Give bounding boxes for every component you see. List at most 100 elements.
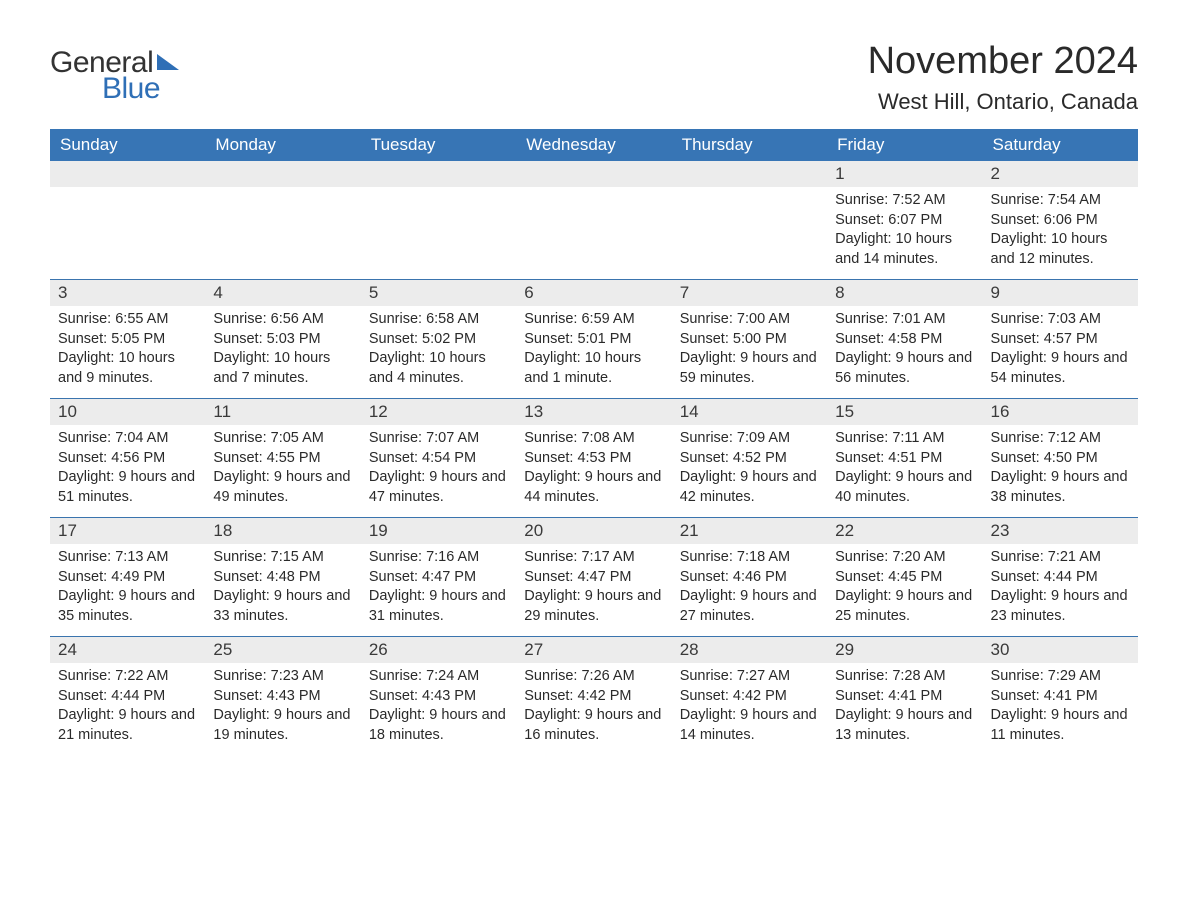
day-cell: 7Sunrise: 7:00 AMSunset: 5:00 PMDaylight… (672, 280, 827, 398)
dow-cell: Sunday (50, 129, 205, 161)
sunrise-line: Sunrise: 7:26 AM (524, 667, 663, 687)
daylight-line: Daylight: 9 hours and 59 minutes. (680, 349, 819, 388)
day-number: 18 (205, 518, 360, 544)
sunset-line: Sunset: 6:06 PM (991, 211, 1130, 231)
dow-cell: Wednesday (516, 129, 671, 161)
day-cell: 11Sunrise: 7:05 AMSunset: 4:55 PMDayligh… (205, 399, 360, 517)
day-cell (516, 161, 671, 279)
daylight-line: Daylight: 9 hours and 14 minutes. (680, 706, 819, 745)
day-number: 1 (827, 161, 982, 187)
daylight-line: Daylight: 9 hours and 44 minutes. (524, 468, 663, 507)
day-number: 22 (827, 518, 982, 544)
day-cell: 14Sunrise: 7:09 AMSunset: 4:52 PMDayligh… (672, 399, 827, 517)
day-number: 9 (983, 280, 1138, 306)
sunrise-line: Sunrise: 7:07 AM (369, 429, 508, 449)
daylight-line: Daylight: 10 hours and 12 minutes. (991, 230, 1130, 269)
day-body: Sunrise: 7:26 AMSunset: 4:42 PMDaylight:… (516, 663, 671, 753)
sunrise-line: Sunrise: 6:56 AM (213, 310, 352, 330)
day-number: 23 (983, 518, 1138, 544)
day-body: Sunrise: 7:07 AMSunset: 4:54 PMDaylight:… (361, 425, 516, 515)
day-cell: 3Sunrise: 6:55 AMSunset: 5:05 PMDaylight… (50, 280, 205, 398)
day-cell: 2Sunrise: 7:54 AMSunset: 6:06 PMDaylight… (983, 161, 1138, 279)
day-cell (50, 161, 205, 279)
sunrise-line: Sunrise: 6:59 AM (524, 310, 663, 330)
sunrise-line: Sunrise: 7:52 AM (835, 191, 974, 211)
day-number: 21 (672, 518, 827, 544)
daylight-line: Daylight: 9 hours and 13 minutes. (835, 706, 974, 745)
daylight-line: Daylight: 10 hours and 9 minutes. (58, 349, 197, 388)
day-cell: 17Sunrise: 7:13 AMSunset: 4:49 PMDayligh… (50, 518, 205, 636)
sunset-line: Sunset: 4:55 PM (213, 449, 352, 469)
day-cell: 19Sunrise: 7:16 AMSunset: 4:47 PMDayligh… (361, 518, 516, 636)
sunrise-line: Sunrise: 7:09 AM (680, 429, 819, 449)
sunrise-line: Sunrise: 7:29 AM (991, 667, 1130, 687)
week-row: 17Sunrise: 7:13 AMSunset: 4:49 PMDayligh… (50, 517, 1138, 636)
day-number: 5 (361, 280, 516, 306)
dow-cell: Saturday (983, 129, 1138, 161)
daylight-line: Daylight: 9 hours and 51 minutes. (58, 468, 197, 507)
sunset-line: Sunset: 4:43 PM (369, 687, 508, 707)
sunset-line: Sunset: 4:48 PM (213, 568, 352, 588)
daylight-line: Daylight: 9 hours and 19 minutes. (213, 706, 352, 745)
daylight-line: Daylight: 9 hours and 40 minutes. (835, 468, 974, 507)
day-number: 14 (672, 399, 827, 425)
day-body: Sunrise: 7:11 AMSunset: 4:51 PMDaylight:… (827, 425, 982, 515)
day-number: 4 (205, 280, 360, 306)
day-number: 26 (361, 637, 516, 663)
daylight-line: Daylight: 10 hours and 14 minutes. (835, 230, 974, 269)
sunrise-line: Sunrise: 7:05 AM (213, 429, 352, 449)
day-cell: 13Sunrise: 7:08 AMSunset: 4:53 PMDayligh… (516, 399, 671, 517)
location-subtitle: West Hill, Ontario, Canada (868, 89, 1138, 115)
daylight-line: Daylight: 9 hours and 11 minutes. (991, 706, 1130, 745)
daylight-line: Daylight: 9 hours and 31 minutes. (369, 587, 508, 626)
day-cell: 21Sunrise: 7:18 AMSunset: 4:46 PMDayligh… (672, 518, 827, 636)
sunset-line: Sunset: 4:41 PM (835, 687, 974, 707)
day-body: Sunrise: 7:15 AMSunset: 4:48 PMDaylight:… (205, 544, 360, 634)
sunrise-line: Sunrise: 7:03 AM (991, 310, 1130, 330)
sunset-line: Sunset: 4:42 PM (524, 687, 663, 707)
day-cell: 16Sunrise: 7:12 AMSunset: 4:50 PMDayligh… (983, 399, 1138, 517)
daylight-line: Daylight: 9 hours and 25 minutes. (835, 587, 974, 626)
day-number (361, 161, 516, 187)
day-body: Sunrise: 7:09 AMSunset: 4:52 PMDaylight:… (672, 425, 827, 515)
sunset-line: Sunset: 4:47 PM (524, 568, 663, 588)
sunset-line: Sunset: 4:47 PM (369, 568, 508, 588)
logo: General Blue (50, 46, 179, 106)
sunset-line: Sunset: 5:02 PM (369, 330, 508, 350)
week-row: 1Sunrise: 7:52 AMSunset: 6:07 PMDaylight… (50, 161, 1138, 279)
day-number (672, 161, 827, 187)
day-body: Sunrise: 7:00 AMSunset: 5:00 PMDaylight:… (672, 306, 827, 396)
day-number: 17 (50, 518, 205, 544)
daylight-line: Daylight: 9 hours and 27 minutes. (680, 587, 819, 626)
sunset-line: Sunset: 5:01 PM (524, 330, 663, 350)
day-cell: 22Sunrise: 7:20 AMSunset: 4:45 PMDayligh… (827, 518, 982, 636)
logo-triangle-icon (157, 54, 179, 70)
day-cell: 9Sunrise: 7:03 AMSunset: 4:57 PMDaylight… (983, 280, 1138, 398)
day-cell: 1Sunrise: 7:52 AMSunset: 6:07 PMDaylight… (827, 161, 982, 279)
day-number: 19 (361, 518, 516, 544)
daylight-line: Daylight: 9 hours and 56 minutes. (835, 349, 974, 388)
sunset-line: Sunset: 4:41 PM (991, 687, 1130, 707)
day-number: 27 (516, 637, 671, 663)
daylight-line: Daylight: 9 hours and 47 minutes. (369, 468, 508, 507)
sunrise-line: Sunrise: 6:58 AM (369, 310, 508, 330)
header: General Blue November 2024 West Hill, On… (50, 40, 1138, 115)
day-cell: 5Sunrise: 6:58 AMSunset: 5:02 PMDaylight… (361, 280, 516, 398)
dow-cell: Thursday (672, 129, 827, 161)
day-body: Sunrise: 7:27 AMSunset: 4:42 PMDaylight:… (672, 663, 827, 753)
day-number: 29 (827, 637, 982, 663)
day-body: Sunrise: 7:28 AMSunset: 4:41 PMDaylight:… (827, 663, 982, 753)
day-cell (205, 161, 360, 279)
sunset-line: Sunset: 4:57 PM (991, 330, 1130, 350)
day-body: Sunrise: 7:16 AMSunset: 4:47 PMDaylight:… (361, 544, 516, 634)
daylight-line: Daylight: 9 hours and 16 minutes. (524, 706, 663, 745)
day-number: 13 (516, 399, 671, 425)
day-cell: 29Sunrise: 7:28 AMSunset: 4:41 PMDayligh… (827, 637, 982, 755)
day-number: 30 (983, 637, 1138, 663)
day-cell: 10Sunrise: 7:04 AMSunset: 4:56 PMDayligh… (50, 399, 205, 517)
day-body: Sunrise: 7:01 AMSunset: 4:58 PMDaylight:… (827, 306, 982, 396)
day-body: Sunrise: 7:12 AMSunset: 4:50 PMDaylight:… (983, 425, 1138, 515)
day-number: 7 (672, 280, 827, 306)
day-cell (361, 161, 516, 279)
day-cell: 26Sunrise: 7:24 AMSunset: 4:43 PMDayligh… (361, 637, 516, 755)
